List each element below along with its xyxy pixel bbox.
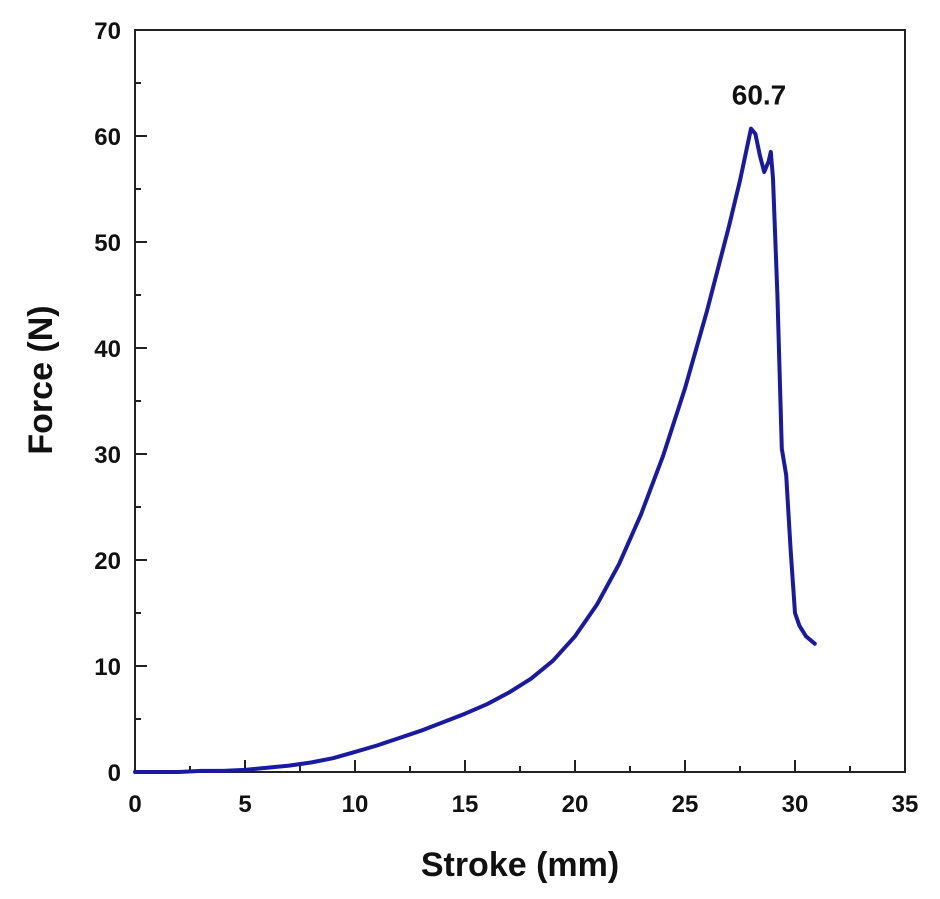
peak-force-annotation: 60.7 bbox=[732, 80, 787, 111]
x-tick-label: 15 bbox=[452, 791, 479, 818]
x-tick-label: 0 bbox=[128, 791, 141, 818]
x-tick-label: 10 bbox=[342, 791, 369, 818]
y-tick-label: 10 bbox=[94, 654, 121, 681]
y-tick-label: 40 bbox=[94, 336, 121, 363]
series-layer bbox=[133, 126, 817, 774]
x-tick-label: 35 bbox=[892, 791, 919, 818]
x-tick-label: 5 bbox=[238, 791, 251, 818]
y-tick-label: 70 bbox=[94, 18, 121, 45]
y-tick-label: 60 bbox=[94, 124, 121, 151]
x-axis-tick-labels: 0 5 10 15 20 25 30 35 bbox=[128, 791, 918, 818]
x-axis-title: Stroke (mm) bbox=[421, 846, 619, 884]
x-tick-label: 20 bbox=[562, 791, 589, 818]
y-axis-title: Force (N) bbox=[22, 305, 60, 454]
y-tick-label: 0 bbox=[108, 760, 121, 787]
x-tick-label: 30 bbox=[782, 791, 809, 818]
y-tick-label: 50 bbox=[94, 230, 121, 257]
y-tick-label: 20 bbox=[94, 548, 121, 575]
y-tick-label: 30 bbox=[94, 442, 121, 469]
y-axis-tick-labels: 0 10 20 30 40 50 60 70 bbox=[94, 18, 121, 787]
force-stroke-line bbox=[133, 126, 817, 774]
x-tick-label: 25 bbox=[672, 791, 699, 818]
plot-frame bbox=[134, 29, 906, 773]
y-axis-ticks bbox=[135, 29, 147, 773]
